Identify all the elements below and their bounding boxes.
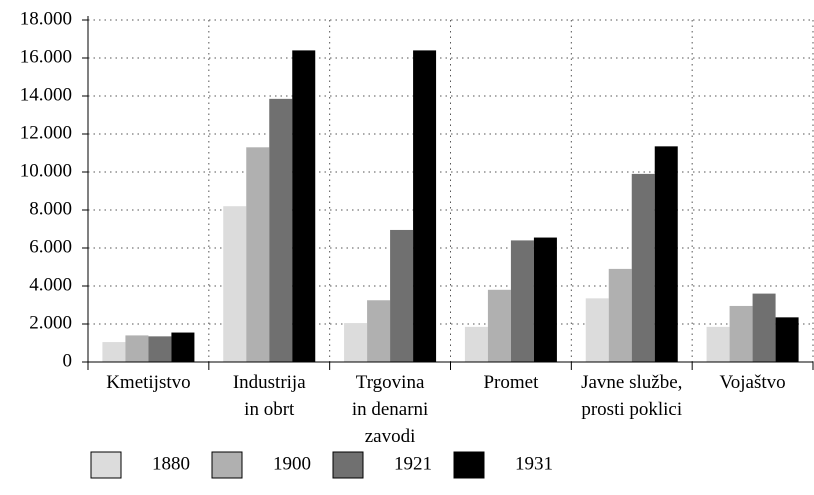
- legend-label: 1880: [152, 453, 190, 474]
- bar: [171, 332, 195, 362]
- bar: [102, 342, 126, 362]
- bar: [269, 98, 293, 362]
- bar: [413, 50, 437, 363]
- bar: [706, 326, 730, 362]
- bar: [125, 335, 149, 362]
- legend-label: 1900: [273, 453, 311, 474]
- x-tick-label: Industrija in obrt: [233, 372, 306, 420]
- legend-swatch: [211, 451, 243, 479]
- bar: [148, 336, 172, 362]
- x-tick-label: Promet: [483, 372, 539, 393]
- y-tick-label: 14.000: [20, 84, 72, 105]
- y-tick-label: 18.000: [20, 8, 72, 29]
- bar: [654, 146, 678, 362]
- legend-label: 1931: [515, 453, 553, 474]
- x-tick-label: Vojaštvo: [719, 372, 785, 393]
- y-tick-label: 12.000: [20, 122, 72, 143]
- bar: [775, 317, 799, 362]
- x-tick-label: Trgovina in denarni zavodi: [352, 372, 429, 447]
- bar: [390, 229, 414, 362]
- y-tick-label: 8.000: [29, 198, 72, 219]
- bar: [292, 50, 316, 363]
- y-tick-label: 16.000: [20, 46, 72, 67]
- y-tick-label: 10.000: [20, 160, 72, 181]
- legend-swatch: [90, 451, 122, 479]
- legend-label: 1921: [394, 453, 432, 474]
- bar: [585, 298, 609, 362]
- bar: [533, 237, 557, 362]
- y-tick-label: 6.000: [29, 236, 72, 257]
- legend-swatch: [332, 451, 364, 479]
- bar: [510, 240, 534, 362]
- bar: [464, 326, 488, 362]
- legend-swatch: [453, 451, 485, 479]
- bar: [344, 323, 368, 362]
- bar: [223, 206, 247, 362]
- bar: [367, 300, 391, 362]
- bar: [246, 147, 270, 362]
- bar: [487, 289, 511, 362]
- x-tick-label: Kmetijstvo: [106, 372, 190, 393]
- bar: [729, 305, 753, 362]
- x-tick-label: Javne službe, prosti poklici: [581, 372, 682, 420]
- y-tick-label: 0: [63, 350, 73, 371]
- y-tick-label: 4.000: [29, 274, 72, 295]
- bar: [631, 173, 655, 362]
- y-tick-label: 2.000: [29, 312, 72, 333]
- bar: [608, 268, 632, 362]
- bar: [752, 293, 776, 362]
